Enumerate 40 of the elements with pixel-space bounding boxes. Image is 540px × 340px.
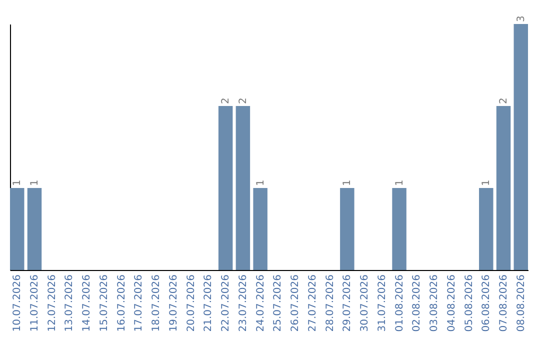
x-tick-label: 17.07.2026: [134, 274, 145, 332]
x-tick-label: 11.07.2026: [29, 274, 40, 332]
data-label: 1: [481, 180, 492, 186]
x-tick-label: 22.07.2026: [220, 274, 232, 332]
data-label: 1: [255, 180, 266, 186]
x-tick-label: 26.07.2026: [290, 274, 302, 332]
data-label: 2: [238, 98, 249, 104]
x-tick-label: 29.07.2026: [342, 274, 354, 332]
x-tick-label: 02.08.2026: [412, 274, 423, 332]
x-tick-label: 04.08.2026: [446, 274, 458, 332]
x-tick-label: 23.07.2026: [238, 274, 249, 332]
x-tick-label: 24.07.2026: [255, 274, 266, 332]
x-tick-label: 19.07.2026: [168, 274, 180, 332]
x-tick-label: 28.07.2026: [324, 274, 336, 332]
x-tick-label: 20.07.2026: [186, 274, 197, 332]
x-tick-label: 01.08.2026: [394, 274, 406, 332]
x-tick-label: 16.07.2026: [116, 274, 128, 332]
x-tick-label: 31.07.2026: [376, 274, 388, 332]
x-tick-label: 03.08.2026: [429, 274, 440, 332]
x-tick-label: 06.08.2026: [481, 274, 492, 332]
x-tick-label: 10.07.2026: [12, 274, 24, 332]
x-tick-label: 05.08.2026: [464, 274, 475, 332]
x-tick-label: 21.07.2026: [203, 274, 214, 332]
x-tick-label: 25.07.2026: [272, 274, 284, 332]
data-label: 2: [220, 98, 232, 104]
data-label: 1: [342, 180, 354, 186]
x-tick-label: 08.08.2026: [516, 274, 527, 332]
data-label: 3: [516, 16, 527, 22]
x-tick-label: 27.07.2026: [307, 274, 318, 332]
x-tick-label: 30.07.2026: [360, 274, 371, 332]
x-tick-label: 12.07.2026: [46, 274, 58, 332]
x-tick-label: 15.07.2026: [98, 274, 110, 332]
x-tick-label: 18.07.2026: [151, 274, 162, 332]
data-label: 1: [394, 180, 406, 186]
data-label: 2: [498, 98, 510, 104]
data-label: 1: [29, 180, 40, 186]
x-tick-label: 13.07.2026: [64, 274, 76, 332]
x-tick-label: 07.08.2026: [498, 274, 510, 332]
data-label: 1: [12, 180, 24, 186]
x-tick-label: 14.07.2026: [82, 274, 93, 332]
